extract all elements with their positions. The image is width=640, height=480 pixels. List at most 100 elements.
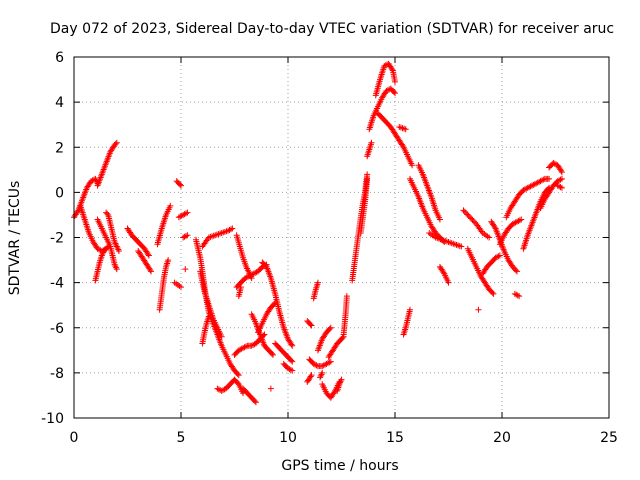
series-arc-49 bbox=[400, 306, 413, 338]
data-point bbox=[112, 140, 119, 147]
data-point bbox=[513, 291, 520, 298]
data-point bbox=[458, 243, 465, 250]
y-tick-label: -10 bbox=[41, 411, 64, 427]
data-point bbox=[392, 78, 398, 85]
data-point bbox=[445, 279, 452, 286]
series-arc-44 bbox=[364, 139, 375, 160]
data-point bbox=[102, 246, 109, 253]
y-tick-label: 0 bbox=[55, 185, 64, 201]
data-point bbox=[220, 387, 227, 394]
series-arc-17 bbox=[197, 268, 225, 340]
data-point bbox=[319, 369, 326, 376]
series-arc-64 bbox=[546, 160, 565, 176]
data-point bbox=[390, 88, 397, 95]
data-point bbox=[518, 216, 525, 223]
data-marks bbox=[71, 60, 565, 406]
data-point bbox=[409, 162, 416, 169]
data-point bbox=[74, 208, 81, 215]
series-arc-55 bbox=[464, 245, 497, 297]
data-point bbox=[466, 214, 473, 221]
data-point bbox=[148, 268, 155, 275]
data-point bbox=[178, 284, 184, 291]
data-point bbox=[327, 358, 334, 365]
y-tick-label: -8 bbox=[50, 366, 64, 382]
data-point bbox=[339, 334, 346, 341]
data-point bbox=[440, 269, 447, 276]
data-point bbox=[327, 324, 334, 331]
data-point bbox=[338, 376, 345, 383]
data-point bbox=[489, 289, 496, 296]
series-arc-31 bbox=[280, 360, 296, 374]
data-point bbox=[289, 367, 296, 374]
data-point bbox=[229, 225, 236, 232]
data-point bbox=[368, 139, 375, 146]
data-point bbox=[558, 167, 565, 174]
data-point bbox=[491, 224, 498, 231]
data-point bbox=[326, 359, 333, 366]
data-point bbox=[112, 263, 119, 270]
data-point bbox=[496, 252, 503, 259]
series-arc-11 bbox=[173, 178, 184, 189]
data-point bbox=[272, 299, 279, 306]
series-arc-25 bbox=[240, 385, 259, 406]
data-point bbox=[512, 267, 519, 274]
series-arc-48 bbox=[396, 123, 409, 133]
data-point bbox=[205, 313, 212, 320]
series-arc-60 bbox=[503, 175, 553, 221]
data-point bbox=[251, 398, 258, 405]
data-point bbox=[182, 232, 189, 239]
axis-ticks: 0 5 10 15 20 25 -10 -8 -6 -4 -2 0 2 4 6 bbox=[41, 50, 618, 446]
data-point bbox=[469, 216, 476, 223]
series-arc-61 bbox=[511, 290, 523, 300]
y-axis-label: SDTVAR / TECUs bbox=[7, 181, 23, 296]
data-point bbox=[475, 306, 482, 313]
data-point bbox=[464, 211, 471, 218]
data-point bbox=[268, 350, 275, 357]
chart-title: Day 072 of 2023, Sidereal Day-to-day VTE… bbox=[50, 21, 614, 37]
data-point bbox=[546, 175, 553, 182]
data-point bbox=[288, 341, 295, 348]
series-arc-59 bbox=[496, 216, 525, 248]
series-arc-58 bbox=[488, 218, 520, 275]
series-arc-26 bbox=[248, 311, 277, 358]
data-point bbox=[307, 321, 314, 328]
data-point bbox=[399, 142, 406, 149]
series-arc-12 bbox=[171, 279, 184, 291]
data-point bbox=[495, 253, 502, 260]
series-arc-14 bbox=[180, 232, 191, 241]
series-arc-15 bbox=[182, 266, 189, 273]
data-point bbox=[227, 226, 234, 233]
data-point bbox=[558, 169, 565, 176]
x-axis-label: GPS time / hours bbox=[281, 458, 398, 474]
data-point bbox=[516, 293, 523, 300]
grid-lines bbox=[74, 57, 609, 418]
y-tick-label: -2 bbox=[50, 231, 64, 247]
series-arc-30 bbox=[272, 340, 296, 365]
data-point bbox=[468, 215, 475, 222]
data-point bbox=[289, 342, 296, 349]
series-arc-46 bbox=[372, 60, 398, 99]
series-arc-10 bbox=[154, 202, 174, 248]
data-point bbox=[314, 279, 321, 286]
series-arc-08 bbox=[135, 248, 155, 275]
series-arc-06 bbox=[103, 209, 122, 255]
data-point bbox=[184, 232, 191, 239]
series-arc-53 bbox=[436, 263, 452, 286]
data-point bbox=[318, 371, 325, 378]
series-arc-34 bbox=[304, 372, 315, 385]
data-point bbox=[165, 257, 172, 264]
series-arc-52 bbox=[426, 229, 465, 250]
y-tick-label: -6 bbox=[50, 321, 64, 337]
series-arc-43 bbox=[357, 175, 371, 236]
series-arc-32 bbox=[304, 317, 315, 329]
data-point bbox=[167, 202, 174, 209]
series-arc-03 bbox=[94, 139, 120, 189]
data-point bbox=[513, 268, 520, 275]
data-point bbox=[326, 325, 333, 332]
series-arc-45 bbox=[366, 85, 398, 133]
y-tick-label: 2 bbox=[55, 140, 64, 156]
data-point bbox=[364, 175, 371, 182]
series-arc-35 bbox=[310, 279, 321, 302]
data-point bbox=[178, 182, 184, 189]
